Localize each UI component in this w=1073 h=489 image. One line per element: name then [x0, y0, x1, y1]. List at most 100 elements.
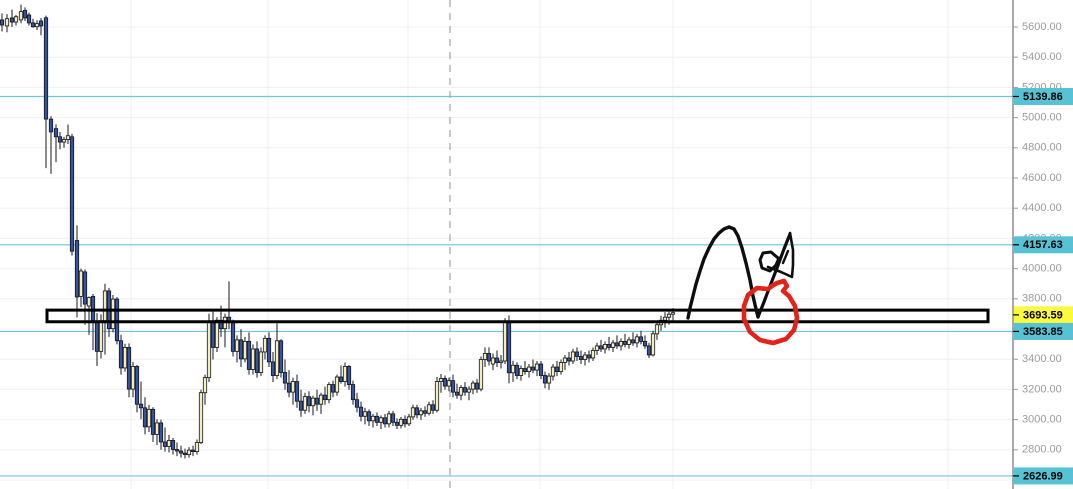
candle-up: [130, 366, 136, 390]
price-tick-label: 5600.00: [1022, 21, 1062, 33]
candle-down: [162, 441, 168, 447]
candle-up: [510, 364, 516, 374]
candle-up: [102, 290, 108, 322]
candle-up: [654, 324, 660, 335]
price-tick-label: 3400.00: [1022, 353, 1062, 365]
candle-up: [65, 135, 71, 140]
candle-down: [69, 136, 75, 252]
candle-up: [398, 418, 404, 426]
price-axis[interactable]: 5600.005400.005200.005000.004800.004600.…: [1012, 0, 1073, 489]
candle-down: [314, 397, 320, 405]
candle-up: [406, 416, 412, 425]
candle-down: [350, 384, 356, 401]
candle-up: [546, 375, 552, 384]
candle-down: [622, 340, 628, 345]
candle-down: [294, 381, 300, 402]
candle-up: [626, 339, 632, 345]
candle-up: [558, 362, 564, 372]
candle-down: [230, 320, 236, 352]
candle-up: [570, 351, 576, 362]
candle-down: [358, 406, 364, 417]
candle-up: [518, 368, 524, 376]
candle-down: [134, 366, 140, 405]
rectangle-drawing[interactable]: [45, 308, 990, 324]
candle-down: [566, 357, 572, 362]
candle-down: [366, 411, 372, 422]
candle-down: [182, 452, 188, 456]
candle-up: [386, 413, 392, 425]
candle-down: [142, 407, 148, 428]
candle-up: [362, 411, 368, 417]
hand-drawn-projection[interactable]: [686, 225, 795, 320]
red-circle[interactable]: [741, 278, 800, 346]
price-tick-label: 4800.00: [1022, 142, 1062, 154]
candle-up: [258, 351, 264, 373]
candle-down: [22, 9, 28, 19]
candle-down: [270, 361, 276, 376]
candle-up: [534, 363, 540, 371]
candle-up: [526, 366, 532, 372]
candle-down: [390, 413, 396, 423]
candle-down: [254, 348, 260, 373]
red-circle-annotation[interactable]: [741, 278, 800, 346]
candle-down: [574, 351, 580, 357]
candle-up: [166, 440, 172, 447]
candle-down: [554, 366, 560, 372]
candle-up: [498, 360, 504, 363]
candle-down: [486, 353, 492, 362]
candle-up: [86, 297, 92, 307]
level-price-badge: [1014, 322, 1073, 340]
candle-up: [590, 350, 596, 359]
candle-down: [150, 408, 156, 435]
candle-down: [374, 415, 380, 423]
candle-down: [346, 366, 352, 385]
badge-price-label: 2626.99: [1023, 470, 1063, 482]
candle-down: [642, 340, 648, 347]
candle-down: [542, 375, 548, 384]
arrow-head[interactable]: [766, 231, 795, 279]
price-tick-label: 4000.00: [1022, 263, 1062, 275]
candle-down: [538, 363, 544, 376]
candle-down: [506, 321, 512, 374]
candle-up: [154, 422, 160, 435]
candle-up: [662, 316, 668, 321]
candle-down: [210, 320, 216, 348]
candle-up: [242, 340, 248, 360]
candle-up: [582, 354, 588, 360]
projection-curve[interactable]: [686, 225, 760, 320]
candle-up: [502, 321, 508, 362]
candle-up: [146, 408, 152, 428]
candle-up: [110, 298, 116, 330]
candle-down: [474, 382, 480, 390]
candle-down: [266, 337, 272, 363]
candle-down: [174, 449, 180, 452]
candle-down: [38, 20, 44, 27]
candle-up: [650, 333, 656, 356]
candle-up: [122, 347, 128, 369]
candle-up: [470, 382, 476, 390]
candle-up: [378, 417, 384, 423]
badge-price-label: 5139.86: [1023, 91, 1063, 103]
candle-up: [410, 407, 416, 418]
candle-down: [638, 336, 644, 342]
candle-up: [418, 410, 424, 416]
candle-down: [94, 321, 100, 352]
candle-down: [282, 372, 288, 384]
candle-down: [138, 403, 144, 409]
candle-down: [430, 404, 436, 411]
candle-down: [394, 421, 400, 426]
level-price-badge: [1014, 467, 1073, 485]
candle-up: [262, 337, 268, 353]
price-tick-label: 2800.00: [1022, 444, 1062, 456]
candle-up: [198, 392, 204, 443]
candle-down: [48, 118, 54, 133]
candle-up: [490, 357, 496, 365]
arrow-loop-scribble[interactable]: [758, 250, 781, 273]
candle-up: [334, 376, 340, 393]
price-gridlines: [0, 26, 1013, 481]
candle-up: [318, 394, 324, 405]
candle-up: [458, 387, 464, 396]
support-resistance-rectangle[interactable]: [45, 308, 990, 324]
